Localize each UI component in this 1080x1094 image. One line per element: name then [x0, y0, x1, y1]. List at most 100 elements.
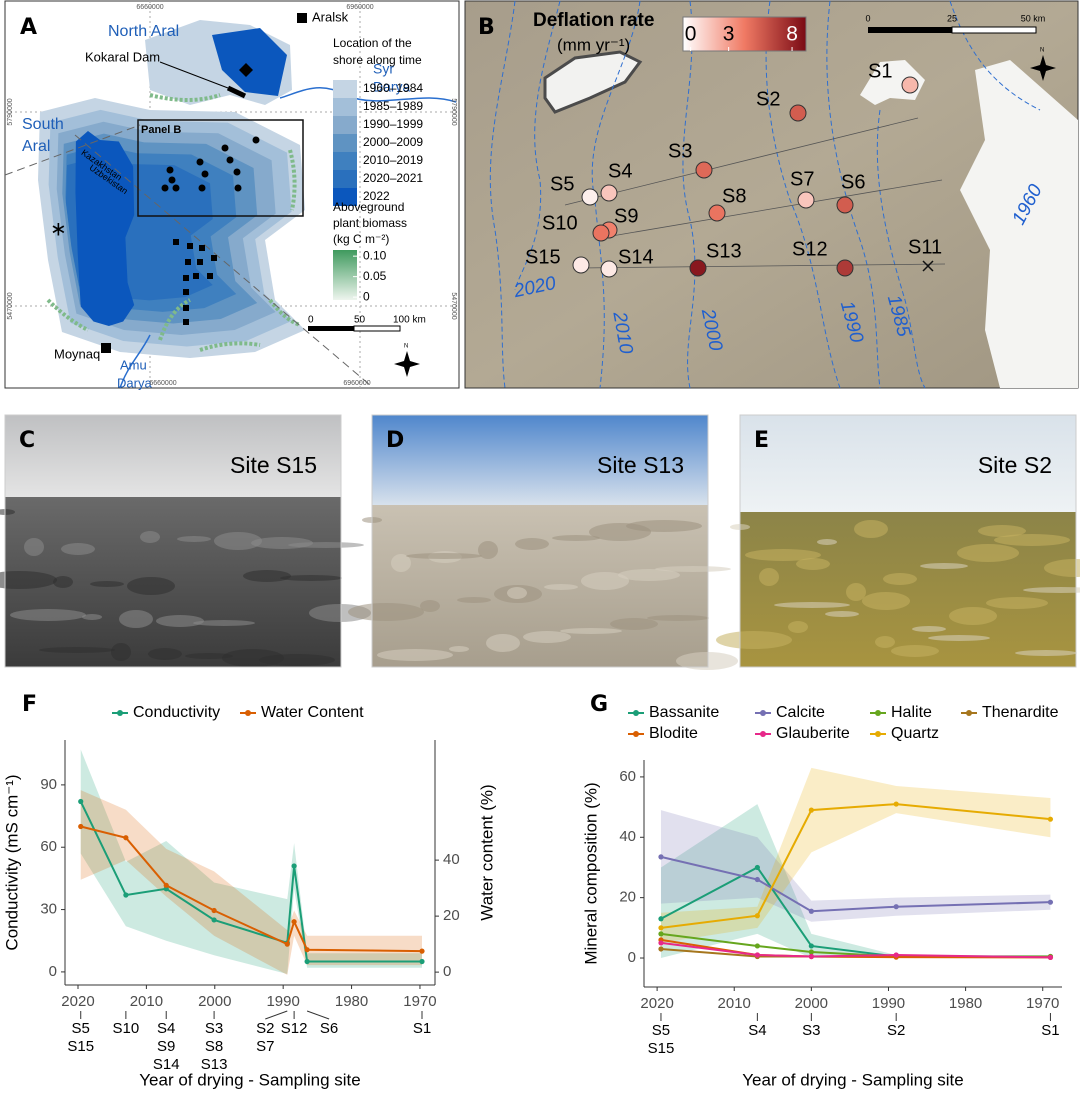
confidence-band — [660, 804, 1051, 959]
photo-texture — [243, 570, 291, 582]
grid-label: 5790000 — [450, 98, 457, 125]
legend-label: Quartz — [891, 725, 939, 742]
photo-texture — [119, 610, 153, 628]
boundary — [4, 124, 141, 176]
series-point — [419, 958, 425, 965]
photo-texture — [111, 643, 131, 661]
photo-texture — [1023, 587, 1080, 593]
series-point — [808, 908, 814, 914]
legend-title: Location of the — [333, 36, 412, 50]
transect — [564, 117, 919, 206]
photo-frame — [371, 414, 709, 668]
photo-sky — [5, 415, 341, 497]
shore-contour — [591, 0, 641, 389]
site-label: S12 — [281, 1020, 308, 1037]
x-axis-title: Year of drying - Sampling site — [139, 1070, 360, 1089]
scale-bar — [951, 26, 1037, 34]
site-marker — [836, 259, 854, 277]
site-label: S7 — [256, 1038, 274, 1055]
sample-point — [197, 259, 203, 265]
series-point — [78, 823, 84, 830]
legend-label: 1990–1999 — [363, 117, 423, 131]
photo-texture — [581, 572, 629, 590]
series-point — [284, 941, 290, 947]
photo-texture — [10, 609, 86, 621]
site-label: S10 — [113, 1020, 140, 1037]
photo-texture — [883, 573, 917, 585]
site-label: S5 — [652, 1022, 670, 1039]
site-label: S8 — [722, 185, 746, 207]
site-label: S4 — [157, 1020, 175, 1037]
legend-point — [875, 731, 881, 737]
panel-letter: D — [386, 428, 404, 453]
legend-point — [966, 710, 972, 716]
river-label: Syr — [373, 61, 394, 77]
photo-texture — [0, 509, 15, 515]
site-label: S10 — [542, 212, 578, 234]
aralsk-marker — [297, 13, 307, 23]
asterisk: ∗ — [50, 218, 67, 240]
site-marker-missing — [922, 260, 934, 272]
series-point — [1047, 954, 1054, 961]
site-marker — [581, 188, 599, 206]
river-label: Darya — [373, 79, 411, 95]
photo-texture — [24, 538, 44, 556]
map-panel-a: ∗ A North Aral Aralsk Kokaral Dam Syr Darya Sou… — [4, 0, 460, 390]
transect — [579, 263, 946, 269]
site-label: S14 — [618, 246, 654, 268]
series-point — [163, 882, 169, 888]
series-point — [304, 958, 310, 965]
series-point — [1047, 899, 1054, 905]
photo-texture — [846, 583, 866, 601]
confidence-band — [660, 810, 1051, 922]
diamond — [239, 63, 253, 77]
shore-contour — [826, 0, 881, 389]
vegetation — [149, 93, 221, 102]
legend-swatch — [333, 170, 357, 188]
photo-texture — [348, 603, 424, 621]
colorbar-label: 3 — [723, 23, 735, 46]
site-marker — [789, 104, 807, 122]
legend-label: Blodite — [649, 725, 698, 742]
north-label: N — [404, 344, 408, 350]
y2-tick-label: 0 — [443, 963, 451, 980]
photo-texture — [214, 532, 262, 550]
site-point — [168, 176, 176, 184]
scale-label: 100 km — [393, 315, 426, 326]
moynaq-marker — [101, 343, 111, 353]
vegetation — [199, 341, 261, 352]
photo-texture — [457, 597, 491, 603]
legend-label: Water Content — [261, 704, 364, 721]
legend-swatch — [333, 188, 357, 206]
photo-texture — [610, 618, 658, 630]
photo-texture — [449, 646, 469, 652]
series-point — [808, 953, 814, 960]
photo-texture — [406, 553, 482, 559]
photo-texture — [515, 538, 549, 550]
y-tick-label: 40 — [619, 828, 636, 845]
legend-title: shore along time — [333, 53, 422, 67]
series-point — [123, 835, 129, 841]
photo-sky — [740, 415, 1076, 512]
site-label: S5 — [72, 1020, 90, 1037]
map-panel-b: B Deflation rate(mm yr⁻¹) 0 3 80 25 50 kmN2020… — [464, 0, 1079, 389]
photo-texture — [745, 549, 821, 561]
series-line — [80, 825, 423, 953]
scale-label: 50 — [354, 315, 366, 326]
photo-texture — [127, 577, 175, 595]
site-marker — [708, 204, 726, 222]
legend-point — [633, 710, 639, 716]
grid-label: 6960000 — [343, 380, 370, 387]
place-label: Aral — [22, 138, 50, 155]
site-label: S8 — [205, 1038, 223, 1055]
photo-texture — [90, 581, 124, 587]
site-marker — [901, 76, 919, 94]
grid-label: 6660000 — [136, 4, 163, 11]
site-marker — [695, 161, 713, 179]
site-label: S12 — [792, 238, 828, 260]
site-point — [166, 166, 174, 174]
photo-texture — [655, 566, 731, 572]
photo-texture — [1015, 650, 1077, 656]
